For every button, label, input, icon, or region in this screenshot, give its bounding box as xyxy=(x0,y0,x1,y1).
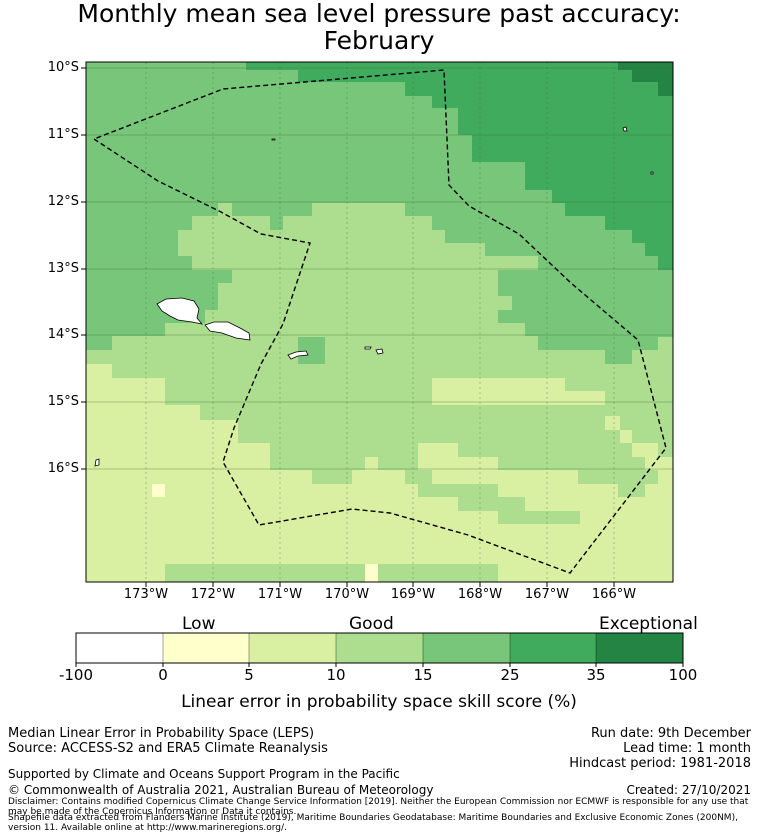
footer-created: Created: 27/10/2021 xyxy=(626,783,751,797)
savaii-island xyxy=(156,297,204,325)
colorbar xyxy=(75,632,684,667)
colorbar-tick-100: 100 xyxy=(668,666,698,684)
colorbar-tick-minus100: -100 xyxy=(58,666,94,684)
upolu-island xyxy=(204,321,251,341)
colorbar-tick-5: 5 xyxy=(244,666,254,684)
colorbar-tick-0: 0 xyxy=(158,666,168,684)
map-frame xyxy=(85,61,674,583)
colorbar-title: Linear error in probability space skill … xyxy=(181,692,577,712)
skill-region-layer xyxy=(86,62,673,582)
chart-title-line2: February xyxy=(323,26,435,55)
east-islet xyxy=(650,171,654,175)
skill-region-c2 xyxy=(86,364,673,582)
lon-label-166w: 166°W xyxy=(591,587,637,602)
lon-label-173w: 173°W xyxy=(123,587,169,602)
colorbar-tick-15: 15 xyxy=(413,666,433,684)
skill-cell-c3-b xyxy=(378,564,498,582)
lon-label-170w: 170°W xyxy=(324,587,370,602)
category-low: Low xyxy=(182,614,216,634)
lon-label-168w: 168°W xyxy=(457,587,503,602)
colorbar-seg-5 xyxy=(510,633,596,663)
north-islet xyxy=(622,126,628,132)
skill-region-c4-east xyxy=(498,230,673,364)
lat-label-13s: 13°S xyxy=(47,261,79,276)
colorbar-seg-6 xyxy=(596,633,683,663)
tutuila-island xyxy=(287,350,309,360)
map-gridlines xyxy=(86,62,673,582)
ofu-islet xyxy=(364,346,372,350)
footer-disclaimer: Disclaimer: Contains modified Copernicus… xyxy=(8,797,749,817)
aunuu-islet xyxy=(375,348,384,355)
footer-run-date: Run date: 9th December xyxy=(590,726,751,741)
lon-label-172w: 172°W xyxy=(190,587,236,602)
category-good: Good xyxy=(349,614,394,634)
colorbar-seg-0 xyxy=(76,633,163,663)
lon-label-167w: 167°W xyxy=(524,587,570,602)
lat-label-12s: 12°S xyxy=(47,194,79,209)
colorbar-tick-10: 10 xyxy=(326,666,346,684)
colorbar-seg-1 xyxy=(163,633,249,663)
skill-region-c5 xyxy=(246,62,673,270)
footer-hindcast: Hindcast period: 1981-2018 xyxy=(569,756,751,771)
skill-cell-c1-b xyxy=(365,564,378,582)
colorbar-tick-25: 25 xyxy=(500,666,520,684)
skill-region-c3-east xyxy=(445,405,658,497)
chart-title-line1: Monthly mean sea level pressure past acc… xyxy=(77,0,681,28)
footer-shapefile: Shapefile data extracted from Flanders M… xyxy=(8,813,738,833)
colorbar-seg-2 xyxy=(249,633,336,663)
skill-region-c6 xyxy=(618,62,673,96)
colorbar-seg-4 xyxy=(423,633,510,663)
colorbar-tick-35: 35 xyxy=(586,666,606,684)
swains-islet xyxy=(271,138,276,141)
land-islands xyxy=(94,126,654,467)
eez-boundary xyxy=(92,69,667,574)
footer-source: Source: ACCESS-S2 and ERA5 Climate Reana… xyxy=(8,741,328,756)
lat-label-15s: 15°S xyxy=(47,394,79,409)
skill-cell-c1-a xyxy=(152,484,165,497)
lat-label-11s: 11°S xyxy=(47,127,79,142)
tick-marks xyxy=(81,67,615,587)
west-islet xyxy=(94,458,100,467)
skill-cell-c3-a xyxy=(165,564,365,582)
lat-label-10s: 10°S xyxy=(47,60,79,75)
colorbar-frame xyxy=(75,632,684,664)
category-exceptional: Exceptional xyxy=(599,614,698,634)
footer-lead-time: Lead time: 1 month xyxy=(623,741,751,756)
footer-copyright: © Commonwealth of Australia 2021, Austra… xyxy=(8,783,434,797)
skill-cell-c4-islet xyxy=(298,337,325,364)
colorbar-seg-3 xyxy=(336,633,423,663)
footer-method: Median Linear Error in Probability Space… xyxy=(8,726,315,741)
lon-label-171w: 171°W xyxy=(257,587,303,602)
footer-support: Supported by Climate and Oceans Support … xyxy=(8,767,400,781)
lat-label-16s: 16°S xyxy=(47,461,79,476)
skill-region-c4-west xyxy=(86,270,232,350)
lon-label-169w: 169°W xyxy=(390,587,436,602)
lat-label-14s: 14°S xyxy=(47,327,79,342)
